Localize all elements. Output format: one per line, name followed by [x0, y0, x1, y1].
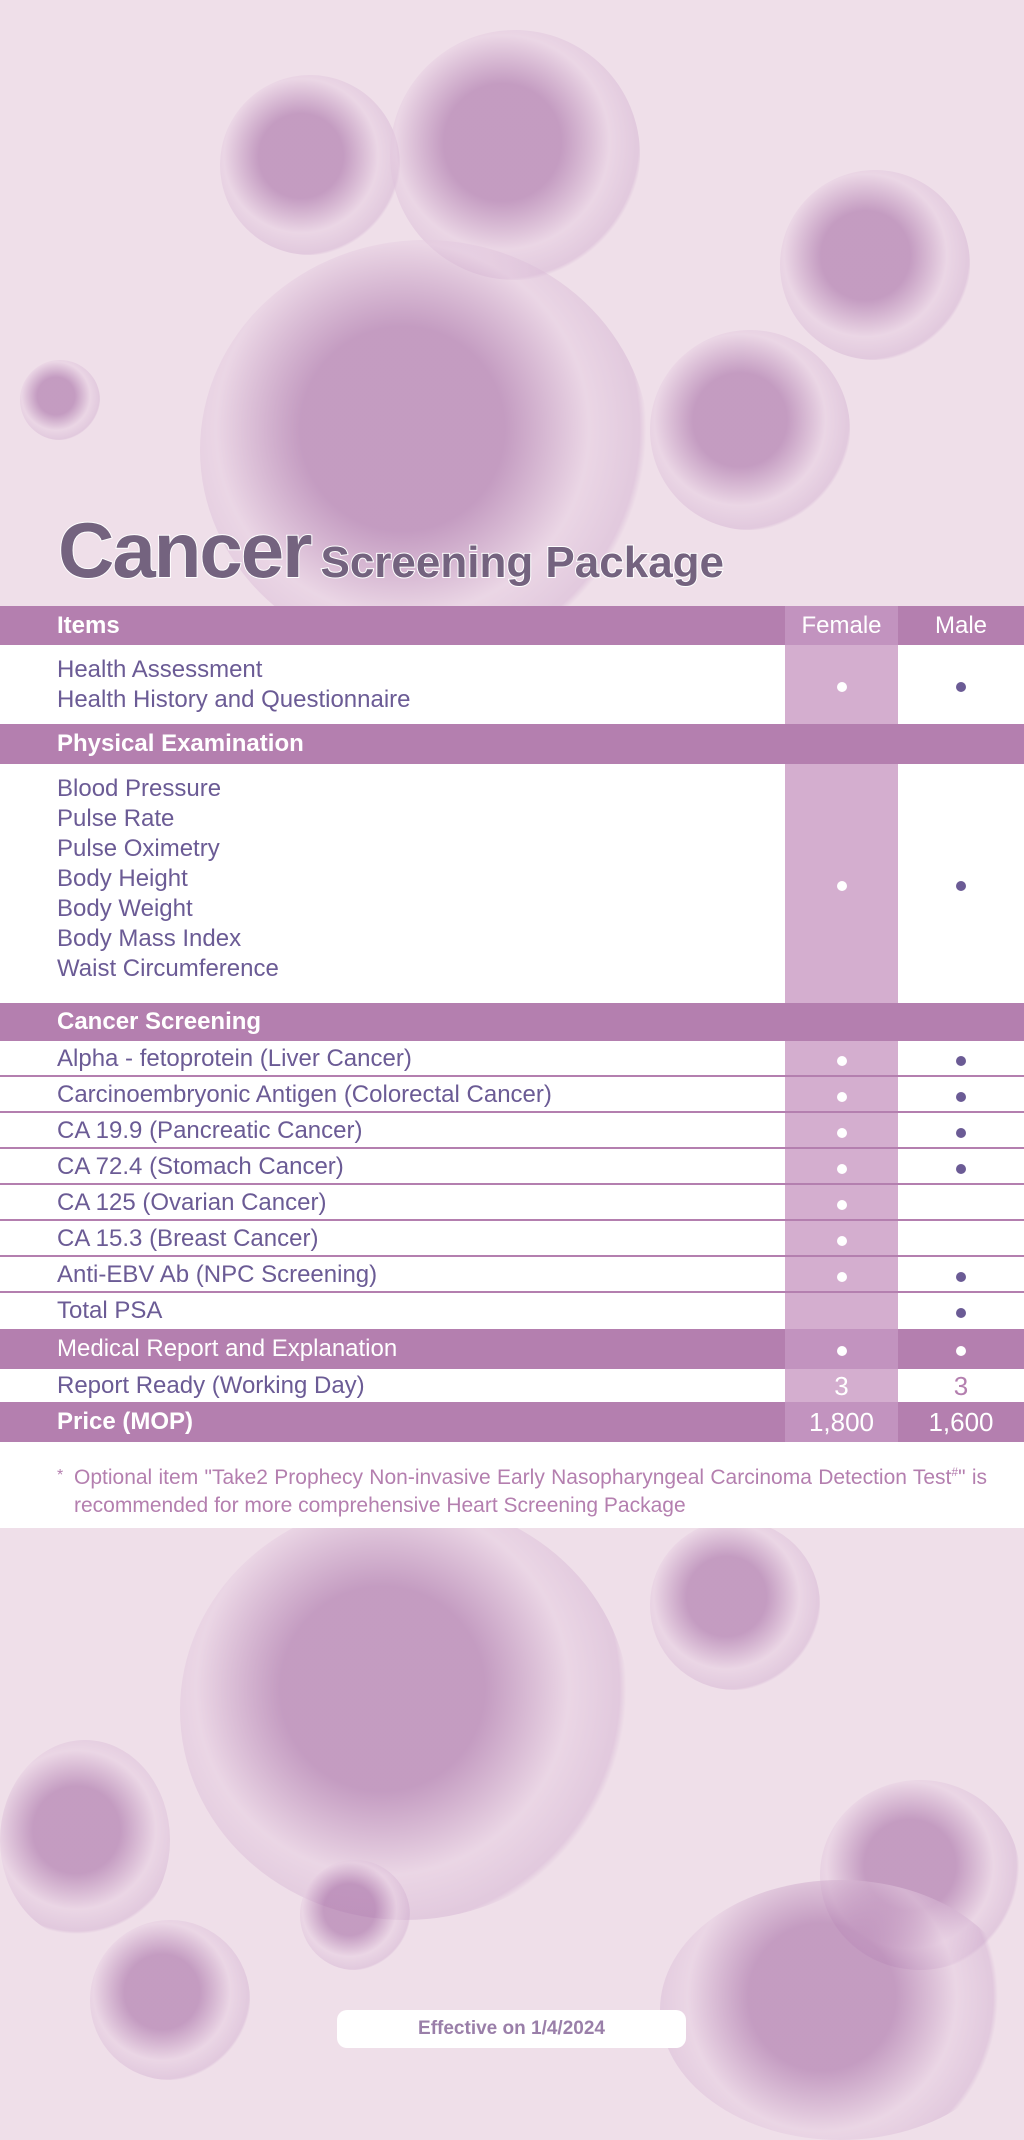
- row-label: Body Height: [57, 865, 188, 892]
- female-included-dot-icon: [785, 1152, 898, 1182]
- female-column-cell: [785, 1402, 898, 1442]
- cancer-test-row: Alpha - fetoprotein (Liver Cancer): [0, 1041, 1024, 1077]
- male-included-dot-icon: [898, 670, 1024, 700]
- male-included-dot-icon: [898, 1334, 1024, 1364]
- row-label: Report Ready (Working Day): [57, 1371, 365, 1399]
- row-label: Carcinoembryonic Antigen (Colorectal Can…: [57, 1081, 552, 1108]
- health-assessment-row: Health Assessment Health History and Ques…: [0, 645, 1024, 724]
- row-label: CA 15.3 (Breast Cancer): [57, 1225, 319, 1252]
- female-included-dot-icon: [785, 1080, 898, 1110]
- price-row: Price (MOP) 1,800 1,600: [0, 1402, 1024, 1442]
- section-physical-examination: Physical Examination: [0, 724, 1024, 764]
- cancer-test-row: Carcinoembryonic Antigen (Colorectal Can…: [0, 1077, 1024, 1113]
- female-included-dot-icon: [785, 670, 898, 700]
- page-title: Cancer Screening Package: [57, 505, 725, 596]
- female-included-dot-icon: [785, 1334, 898, 1364]
- row-label: Body Mass Index: [57, 925, 242, 952]
- female-included-dot-icon: [785, 1116, 898, 1146]
- medical-report-row: Medical Report and Explanation: [0, 1329, 1024, 1369]
- title-sub: Screening Package: [319, 537, 725, 588]
- row-label: Price (MOP): [57, 1408, 194, 1435]
- footnote-asterisk: *: [57, 1467, 64, 1484]
- row-label: CA 125 (Ovarian Cancer): [57, 1189, 327, 1216]
- cancer-test-row: CA 125 (Ovarian Cancer): [0, 1185, 1024, 1221]
- cancer-test-row: CA 15.3 (Breast Cancer): [0, 1221, 1024, 1257]
- row-label: Pulse Oximetry: [57, 835, 220, 862]
- header-row: Items Female Male: [0, 606, 1024, 645]
- package-table: Items Female Male Health Assessment Health H…: [0, 606, 1024, 1528]
- row-label: Alpha - fetoprotein (Liver Cancer): [57, 1045, 412, 1072]
- female-included-dot-icon: [785, 1260, 898, 1290]
- female-value: 1,800: [808, 1407, 875, 1437]
- female-column-cell: [785, 606, 898, 645]
- row-label: CA 72.4 (Stomach Cancer): [57, 1153, 344, 1180]
- female-included-dot-icon: [785, 869, 898, 899]
- row-label: Body Weight: [57, 895, 193, 922]
- male-included-dot-icon: [898, 1296, 1024, 1326]
- male-included-dot-icon: [898, 1260, 1024, 1290]
- row-label: Health Assessment: [57, 655, 263, 683]
- female-included-dot-icon: [785, 1044, 898, 1074]
- effective-date-badge: Effective on 1/4/2024: [337, 2010, 686, 2048]
- female-included-dot-icon: [785, 1224, 898, 1254]
- male-included-dot-icon: [898, 1044, 1024, 1074]
- footnote: * Optional item "Take2 Prophecy Non-invas…: [57, 1458, 987, 1520]
- row-label: Physical Examination: [57, 730, 304, 757]
- female-value: Female: [801, 611, 882, 639]
- female-column-cell: [785, 1369, 898, 1402]
- female-value: 3: [834, 1370, 849, 1401]
- row-label: Items: [57, 611, 120, 639]
- row-label: Medical Report and Explanation: [57, 1335, 398, 1362]
- male-included-dot-icon: [898, 1116, 1024, 1146]
- row-label: Total PSA: [57, 1297, 163, 1324]
- row-label: CA 19.9 (Pancreatic Cancer): [57, 1117, 363, 1144]
- cancer-test-row: Anti-EBV Ab (NPC Screening): [0, 1257, 1024, 1293]
- male-value: Male: [934, 611, 988, 639]
- row-label: Cancer Screening: [57, 1008, 262, 1035]
- section-cancer-screening: Cancer Screening: [0, 1003, 1024, 1041]
- male-included-dot-icon: [898, 1080, 1024, 1110]
- cancer-test-row: CA 19.9 (Pancreatic Cancer): [0, 1113, 1024, 1149]
- cancer-test-row: CA 72.4 (Stomach Cancer): [0, 1149, 1024, 1185]
- male-included-dot-icon: [898, 869, 1024, 899]
- male-value: 1,600: [928, 1407, 994, 1437]
- female-included-dot-icon: [785, 1188, 898, 1218]
- male-value: 3: [953, 1370, 969, 1401]
- male-included-dot-icon: [898, 1152, 1024, 1182]
- female-column-cell: [785, 1293, 898, 1329]
- row-label: Blood Pressure: [57, 775, 222, 802]
- title-main: Cancer: [57, 505, 313, 595]
- report-ready-row: Report Ready (Working Day) 3 3: [0, 1369, 1024, 1402]
- row-label: Anti-EBV Ab (NPC Screening): [57, 1261, 378, 1288]
- cancer-test-row: Total PSA: [0, 1293, 1024, 1329]
- row-label: Waist Circumference: [57, 955, 279, 982]
- footnote-text: Optional item "Take2 Prophecy Non-invasi…: [74, 1465, 987, 1517]
- row-label: Pulse Rate: [57, 805, 175, 832]
- row-label: Health History and Questionnaire: [57, 685, 411, 713]
- physical-examination-row: Blood Pressure Pulse Rate Pulse Oximetry Bo…: [0, 764, 1024, 1003]
